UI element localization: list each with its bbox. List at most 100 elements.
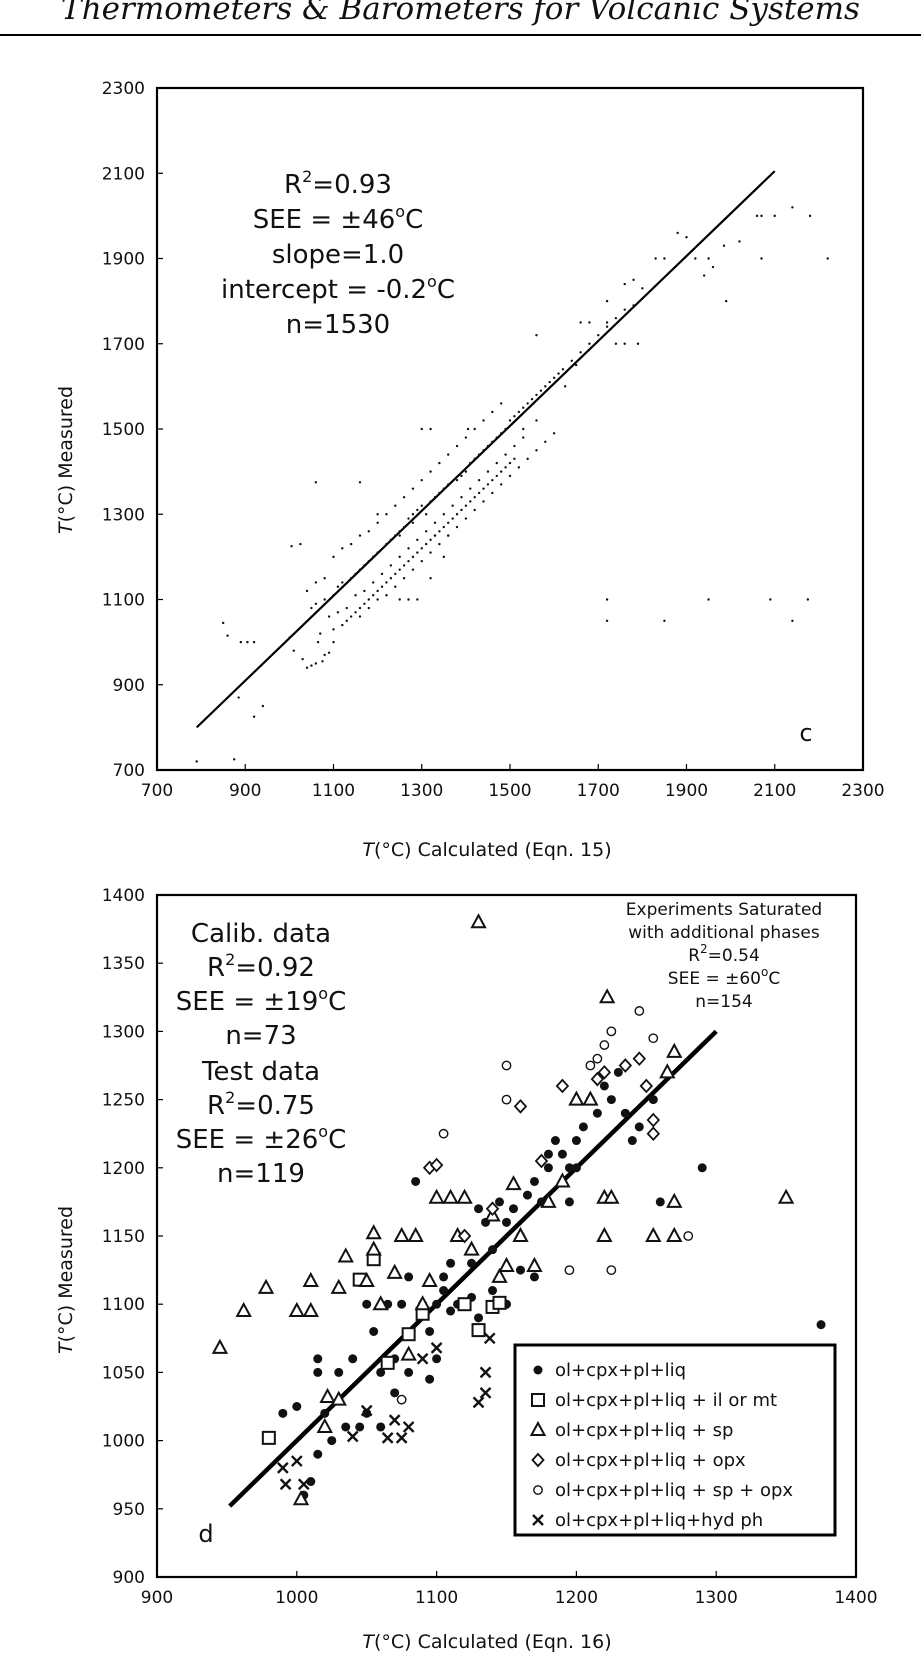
- chart-d-test-see: SEE = ±26oC: [176, 1122, 347, 1155]
- chart-d-y-axis-label: T(°C) Measured: [55, 1206, 77, 1354]
- data-point: [579, 351, 582, 354]
- data-point: [288, 1301, 305, 1318]
- data-point: [588, 342, 591, 345]
- data-point: [421, 1271, 438, 1288]
- data-point: [252, 640, 256, 644]
- series-1: [261, 1252, 507, 1445]
- data-point: [367, 598, 370, 601]
- data-point: [702, 274, 706, 277]
- legend-label-2: ol+cpx+pl+liq + il or mt: [555, 1390, 777, 1411]
- data-point: [354, 572, 357, 576]
- data-point: [376, 1367, 386, 1377]
- x-tick-label: 2100: [753, 781, 796, 801]
- data-point: [367, 559, 370, 563]
- y-tick-label: 1150: [102, 1227, 145, 1247]
- data-point: [319, 1387, 336, 1403]
- data-point: [645, 1226, 662, 1242]
- data-point: [544, 440, 547, 443]
- data-point: [464, 504, 468, 507]
- data-point: [297, 1478, 310, 1491]
- y-tick-label: 2100: [102, 164, 145, 184]
- data-point: [345, 606, 348, 610]
- data-point: [455, 478, 459, 482]
- data-point: [460, 474, 463, 478]
- data-point: [579, 321, 582, 324]
- data-point: [464, 436, 468, 439]
- data-point: [330, 1278, 347, 1294]
- data-point: [590, 1071, 605, 1087]
- y-tick-label: 2300: [102, 79, 145, 99]
- data-point: [420, 427, 423, 431]
- data-point: [316, 1417, 333, 1433]
- data-point: [483, 1332, 496, 1345]
- data-point: [663, 257, 666, 260]
- x-tick-label: 1900: [665, 781, 708, 801]
- data-point: [389, 564, 393, 567]
- y-tick-label: 1350: [102, 954, 145, 974]
- data-point: [305, 666, 309, 669]
- data-point: [360, 1404, 373, 1417]
- data-point: [451, 504, 454, 507]
- data-point: [571, 1163, 581, 1173]
- data-point: [411, 513, 415, 516]
- data-point: [791, 206, 794, 209]
- legend-marker-4: [531, 1452, 545, 1468]
- y-tick-label: 1200: [102, 1159, 145, 1179]
- data-point: [429, 1157, 444, 1173]
- data-point: [599, 1040, 610, 1050]
- chart-c-x-axis-label: T(°C) Calculated (Eqn. 15): [362, 839, 611, 861]
- chart-d-test-title: Test data: [201, 1057, 320, 1087]
- data-point: [627, 1136, 637, 1146]
- data-point: [599, 1081, 609, 1091]
- data-point: [385, 581, 388, 584]
- data-point: [446, 1306, 456, 1316]
- data-point: [473, 427, 476, 431]
- data-point: [482, 449, 485, 452]
- data-point: [495, 474, 498, 478]
- data-point: [402, 576, 406, 580]
- data-point: [402, 564, 406, 567]
- data-point: [314, 662, 318, 665]
- data-point: [606, 1095, 616, 1105]
- chart-d-plot-area: 900 1000 1100 1200 1300 1400 900 950 1000 1050 110…: [102, 886, 878, 1608]
- data-point: [314, 581, 318, 584]
- data-point: [526, 457, 529, 461]
- data-point: [376, 521, 379, 524]
- data-point: [641, 287, 644, 290]
- regression-line: [228, 1029, 718, 1508]
- data-point: [386, 1263, 403, 1279]
- data-point: [491, 440, 494, 443]
- legend-marker-6: [532, 1514, 544, 1526]
- data-point: [433, 496, 437, 499]
- data-point: [365, 1224, 382, 1240]
- data-point: [433, 521, 437, 524]
- data-point: [279, 1478, 292, 1491]
- data-point: [372, 594, 375, 597]
- data-point: [398, 530, 401, 533]
- legend-label-3: ol+cpx+pl+liq + sp: [555, 1420, 733, 1441]
- data-point: [420, 478, 423, 482]
- data-point: [659, 1063, 676, 1079]
- data-point: [389, 576, 393, 580]
- data-point: [725, 299, 728, 303]
- data-point: [376, 1422, 386, 1432]
- data-point: [540, 1192, 557, 1208]
- data-point: [517, 466, 521, 469]
- data-point: [367, 606, 370, 610]
- data-point: [632, 278, 635, 282]
- data-point: [235, 1301, 252, 1318]
- data-point: [606, 1265, 617, 1275]
- x-tick-label: 2300: [841, 781, 884, 801]
- x-tick-label: 1100: [415, 1588, 458, 1608]
- data-point: [486, 483, 490, 486]
- data-point: [302, 1301, 319, 1318]
- data-point: [389, 538, 393, 542]
- data-point: [367, 530, 370, 533]
- data-point: [369, 1326, 379, 1336]
- data-point: [505, 1175, 522, 1191]
- y-tick-label: 1500: [102, 420, 145, 440]
- data-point: [290, 1455, 303, 1467]
- data-point: [313, 1354, 323, 1364]
- data-point: [460, 508, 463, 512]
- data-point: [341, 581, 344, 584]
